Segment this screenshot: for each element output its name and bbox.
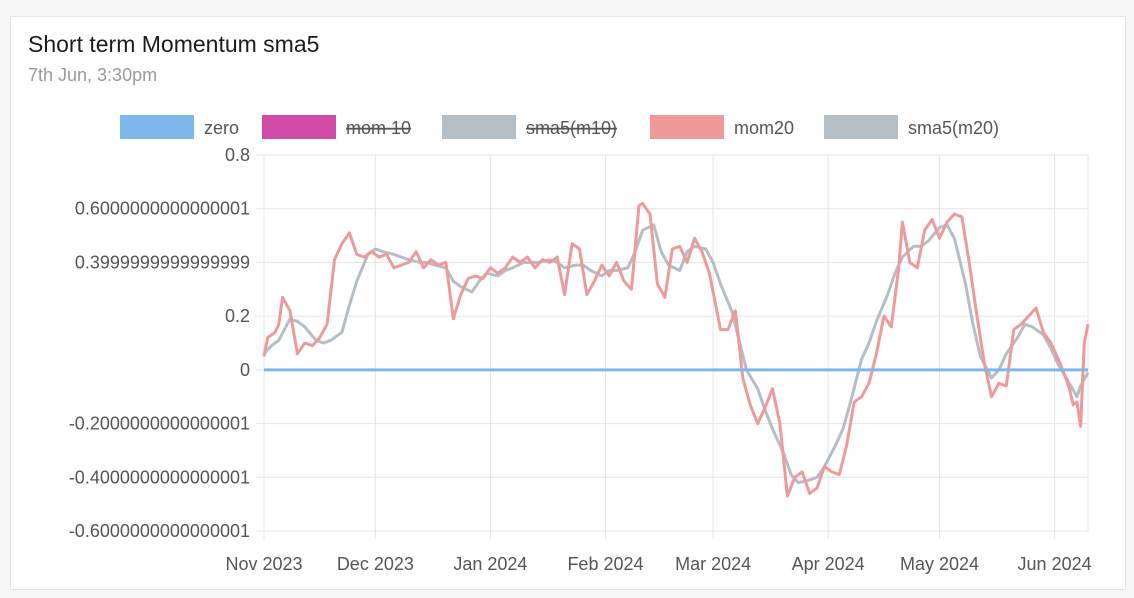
x-tick-label: Feb 2024 — [567, 554, 643, 574]
x-tick-label: Jan 2024 — [453, 554, 527, 574]
legend-item-sma5-m10-[interactable]: sma5(m10) — [442, 115, 617, 139]
y-tick-label: 0.2 — [225, 306, 250, 326]
legend-label: mom20 — [734, 118, 794, 138]
chart-title: Short term Momentum sma5 — [28, 31, 320, 57]
x-tick-label: Apr 2024 — [792, 554, 865, 574]
x-tick-label: May 2024 — [900, 554, 979, 574]
x-tick-label: Jun 2024 — [1018, 554, 1092, 574]
legend-label: sma5(m20) — [908, 118, 999, 138]
series-line-mom20 — [262, 201, 1090, 498]
chart-series — [262, 201, 1090, 498]
chart-axes: 0.8 0.6000000000000001 0.3999999999999999 0… — [69, 145, 1092, 574]
y-tick-label: 0.6000000000000001 — [75, 199, 250, 219]
legend-label: mom 10 — [346, 118, 411, 138]
legend-swatch — [442, 115, 516, 139]
y-tick-label: 0.8 — [225, 145, 250, 165]
x-tick-label: Dec 2023 — [337, 554, 414, 574]
x-tick-label: Mar 2024 — [675, 554, 751, 574]
legend-label: sma5(m10) — [526, 118, 617, 138]
y-tick-label: 0.3999999999999999 — [75, 252, 250, 272]
series-line-sma5-m20- — [262, 223, 1090, 485]
chart-subtitle: 7th Jun, 3:30pm — [28, 65, 158, 85]
legend-item-mom20[interactable]: mom20 — [650, 115, 794, 139]
y-tick-label: 0 — [240, 360, 250, 380]
legend-swatch — [824, 115, 898, 139]
chart-legend: zero mom 10 sma5(m10) mom20 sma5(m20) — [120, 115, 999, 139]
legend-item-mom-10[interactable]: mom 10 — [262, 115, 411, 139]
chart-grid — [256, 154, 1089, 539]
legend-item-sma5-m20-[interactable]: sma5(m20) — [824, 115, 999, 139]
legend-item-zero[interactable]: zero — [120, 115, 239, 139]
legend-swatch — [120, 115, 194, 139]
x-tick-label: Nov 2023 — [225, 554, 302, 574]
legend-swatch — [650, 115, 724, 139]
y-tick-label: -0.6000000000000001 — [69, 521, 250, 541]
y-tick-label: -0.2000000000000001 — [69, 414, 250, 434]
legend-label: zero — [204, 118, 239, 138]
y-tick-label: -0.4000000000000001 — [69, 467, 250, 487]
legend-swatch — [262, 115, 336, 139]
